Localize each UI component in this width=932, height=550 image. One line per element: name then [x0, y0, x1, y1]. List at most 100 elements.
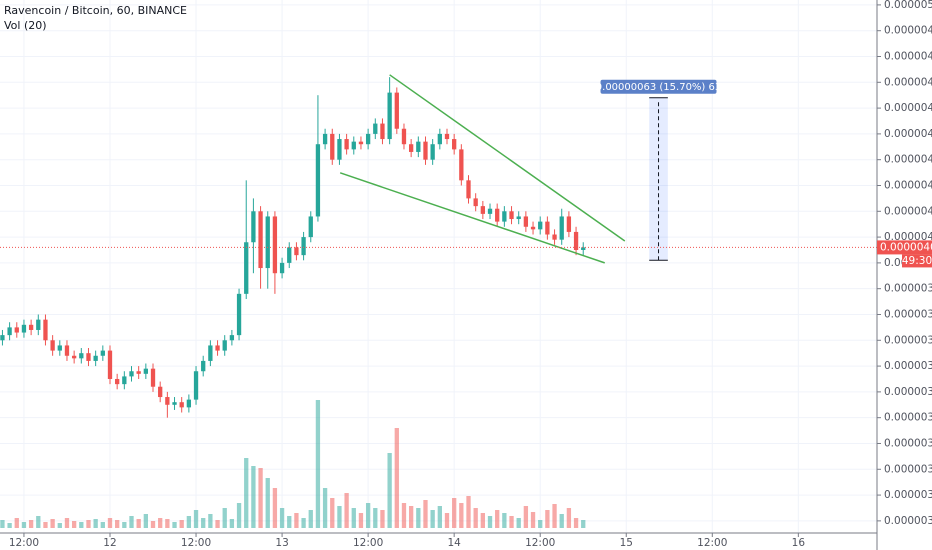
volume-bar [351, 508, 356, 528]
candle-body [430, 144, 435, 160]
volume-bar [530, 512, 536, 528]
candle-body [158, 386, 163, 398]
candle-body [322, 133, 328, 145]
volume-bar [394, 428, 399, 528]
y-tick-label: 0.00000350 [884, 386, 932, 398]
y-tick-label: 0.00000470 [884, 76, 932, 88]
volume-bar [14, 518, 19, 528]
volume-bar [373, 508, 378, 528]
candle-body [86, 353, 91, 361]
volume-bar [330, 498, 335, 528]
volume-bar [86, 520, 91, 528]
y-tick-label: 0.00000460 [884, 102, 932, 114]
candle-body [344, 139, 349, 150]
candle-body [28, 324, 34, 330]
candle-body [287, 247, 292, 263]
candle-body [215, 345, 220, 351]
candle-body [229, 335, 235, 341]
volume-bar [344, 493, 349, 528]
volume-bar [573, 518, 579, 528]
volume-bar [301, 518, 306, 528]
volume-bar [437, 506, 442, 528]
countdown-bg [902, 254, 932, 268]
x-tick-label: 12:00 [353, 537, 383, 549]
volume-bar [337, 506, 342, 528]
candle-body [437, 133, 442, 145]
volume-bar [0, 520, 5, 528]
volume-bar [229, 519, 235, 528]
volume-bar [143, 514, 148, 528]
candle-body [129, 371, 134, 377]
candle-body [201, 360, 206, 372]
candle-body [172, 402, 177, 405]
candle-body [373, 123, 378, 134]
volume-bar [79, 522, 84, 528]
x-tick-label: 12:00 [697, 537, 727, 549]
x-tick-label: 12:00 [181, 537, 211, 549]
candle-body [272, 216, 278, 274]
candle-body [107, 350, 113, 379]
symbol-title: Ravencoin / Bitcoin, 60, BINANCE [4, 4, 187, 17]
candle-body [251, 211, 256, 243]
volume-bar [466, 496, 471, 528]
candle-body [294, 247, 299, 256]
volume-bar [523, 506, 529, 528]
candle-body [337, 139, 342, 160]
volume-bar [64, 518, 70, 528]
candle-body [64, 345, 70, 356]
volume-bar [107, 518, 113, 528]
candle-body [487, 208, 493, 214]
candle-body [380, 123, 385, 140]
volume-bar [129, 516, 134, 528]
volume-bar [244, 458, 249, 528]
volume-bar [365, 503, 371, 528]
last-price-label: 0.00000406 [880, 241, 932, 253]
x-tick-label: 13 [275, 537, 288, 549]
candle-body [530, 226, 536, 230]
candle-body [394, 92, 399, 129]
candle-body [100, 350, 105, 356]
candle-body [452, 139, 457, 150]
volume-bar [215, 520, 220, 528]
candle-body [222, 340, 227, 351]
candle-body [401, 128, 407, 145]
candle-body [193, 371, 199, 400]
y-tick-label: 0.00000480 [884, 50, 932, 62]
measure-label-bg [600, 79, 717, 94]
volume-bar [36, 516, 41, 528]
measure-box [649, 97, 668, 261]
y-tick-label: 0.00000360 [884, 360, 932, 372]
volume-bar [502, 513, 507, 528]
candle-body [179, 402, 184, 408]
candle-body [308, 216, 313, 238]
volume-bar [21, 522, 27, 528]
candle-body [523, 216, 529, 227]
volume-bar [265, 478, 270, 528]
volume-bar [71, 521, 77, 528]
candle-body [408, 144, 414, 152]
volume-bar [150, 521, 156, 528]
volume-bar [208, 514, 213, 528]
volume-bar [165, 519, 170, 528]
volume-bar [380, 510, 385, 528]
candle-body [423, 141, 428, 160]
volume-bar [552, 504, 557, 528]
volume-bar [158, 518, 163, 528]
volume-bar [452, 498, 457, 528]
candle-body [208, 345, 213, 361]
candle-body [315, 144, 321, 217]
volume-bar [509, 516, 514, 528]
candle-body [14, 327, 19, 333]
volume-bar [7, 523, 12, 528]
candle-body [122, 376, 127, 385]
y-tick-label: 0.00000370 [884, 334, 932, 346]
candle-body [279, 262, 285, 274]
candle-body [165, 397, 170, 405]
volume-bar [294, 513, 299, 528]
volume-bar [115, 520, 120, 528]
volume-bar [50, 519, 55, 528]
volume-bar [122, 522, 127, 528]
candle-body [21, 324, 27, 333]
volume-bar [43, 522, 48, 528]
volume-bar [186, 516, 192, 528]
